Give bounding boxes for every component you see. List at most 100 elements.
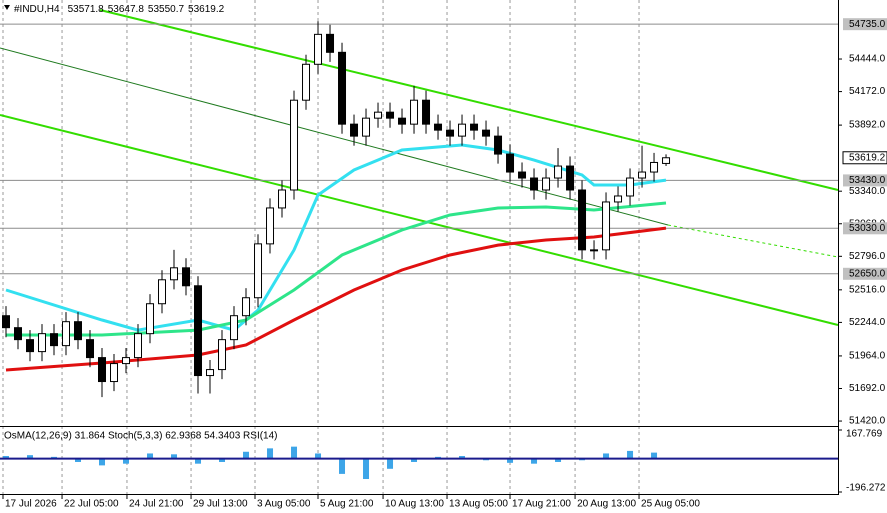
- oscillator-bar: [267, 448, 274, 459]
- last-price-label: 53619.2: [849, 152, 886, 163]
- candle-body: [218, 339, 227, 371]
- symbol: #INDU,H4: [14, 4, 60, 15]
- candle-body: [650, 161, 659, 173]
- x-tick-label: 3 Aug 05:00: [257, 499, 311, 510]
- oscillator-label: OsMA(12,26,9) 31.864 Stoch(5,3,3) 62.936…: [4, 431, 278, 442]
- candle-body: [410, 99, 419, 125]
- level-label-box: [843, 174, 887, 187]
- candle-body: [566, 165, 575, 191]
- oscillator-bar: [3, 456, 10, 459]
- candle-body: [482, 129, 491, 137]
- candle-body: [194, 285, 203, 377]
- oscillator-bar: [291, 446, 298, 459]
- moving-average: [6, 201, 667, 337]
- last-price-box: [842, 151, 887, 165]
- candle-body: [470, 123, 479, 131]
- channel-lower: [0, 114, 839, 326]
- oscillator-bar: [99, 458, 106, 466]
- candle-body: [338, 51, 347, 125]
- candle-body: [446, 129, 455, 137]
- oscillator-bar: [411, 458, 418, 462]
- level-label: 53030.0: [849, 223, 886, 234]
- oscillator-bar: [555, 458, 562, 462]
- header-close: 53619.2: [188, 4, 225, 15]
- channel-middle-extension: [667, 224, 839, 258]
- candle-body: [122, 357, 131, 365]
- x-tick-label: 13 Aug 05:00: [449, 499, 508, 510]
- candle-body: [170, 267, 179, 281]
- level-label: 54735.0: [849, 19, 886, 30]
- candle-body: [362, 117, 371, 137]
- candle-body: [86, 339, 95, 359]
- candle-body: [38, 333, 47, 353]
- candle-body: [302, 63, 311, 101]
- channel-middle: [0, 47, 669, 226]
- oscillator-bar: [339, 458, 346, 474]
- candle-body: [662, 157, 671, 164]
- oscillator-bar: [219, 458, 226, 462]
- candle-body: [74, 321, 83, 341]
- oscillator-bar: [363, 458, 370, 480]
- candle-body: [590, 249, 599, 252]
- candle-body: [206, 369, 215, 377]
- y-tick-label: 51692.0: [849, 383, 886, 394]
- oscillator-tick-label: 167.769: [846, 429, 883, 440]
- candle-body: [26, 339, 35, 353]
- oscillator-bar: [627, 450, 634, 459]
- level-label-box: [843, 222, 887, 235]
- candle-body: [398, 117, 407, 125]
- oscillator-bar: [243, 451, 250, 459]
- candle-body: [314, 33, 323, 65]
- candle-body: [530, 177, 539, 191]
- candle-body: [110, 363, 119, 383]
- oscillator-bar: [507, 458, 514, 463]
- candle-body: [134, 333, 143, 359]
- oscillator-tick-label: -196.272: [846, 483, 886, 494]
- candle-body: [518, 171, 527, 179]
- y-tick-label: 51420.0: [849, 416, 886, 427]
- candle-body: [506, 153, 515, 173]
- candle-body: [614, 195, 623, 203]
- candle-body: [242, 297, 251, 317]
- x-tick-label: 24 Jul 21:00: [129, 499, 184, 510]
- level-label-box: [843, 18, 887, 31]
- oscillator-bar: [531, 458, 538, 464]
- x-tick-label: 25 Aug 05:00: [641, 499, 700, 510]
- candle-body: [146, 303, 155, 335]
- candle-body: [434, 123, 443, 131]
- moving-average: [5, 226, 667, 372]
- candle-body: [602, 201, 611, 251]
- candle-body: [182, 267, 191, 287]
- channel-upper: [99, 9, 839, 191]
- candle-body: [554, 165, 563, 179]
- candle-body: [542, 177, 551, 191]
- candle-body: [326, 33, 335, 53]
- x-tick-label: 17 Aug 21:00: [512, 499, 571, 510]
- candle-body: [638, 171, 647, 179]
- candle-body: [158, 279, 167, 305]
- candle-body: [14, 327, 23, 341]
- y-tick-label: 54444.0: [849, 54, 886, 65]
- oscillator-bar: [123, 458, 130, 464]
- oscillator-bar: [195, 458, 202, 464]
- candle-body: [50, 333, 59, 347]
- x-tick-label: 20 Aug 13:00: [577, 499, 636, 510]
- x-tick-label: 22 Jul 05:00: [64, 499, 119, 510]
- y-tick-label: 51964.0: [849, 351, 886, 362]
- oscillator-bar: [459, 456, 466, 459]
- level-label: 52650.0: [849, 268, 886, 279]
- oscillator-bar: [651, 452, 658, 459]
- x-tick-label: 10 Aug 13:00: [385, 499, 444, 510]
- oscillator-bar: [387, 458, 394, 469]
- candle-body: [98, 357, 107, 383]
- candle-body: [422, 99, 431, 125]
- oscillator-bar: [171, 454, 178, 459]
- oscillator-bar: [27, 455, 34, 459]
- candle-body: [2, 315, 11, 329]
- oscillator-bar: [147, 453, 154, 459]
- oscillator-bar: [603, 453, 610, 459]
- x-tick-label: 29 Jul 13:00: [193, 499, 248, 510]
- y-tick-label: 53892.0: [849, 120, 886, 131]
- candle-body: [266, 207, 275, 245]
